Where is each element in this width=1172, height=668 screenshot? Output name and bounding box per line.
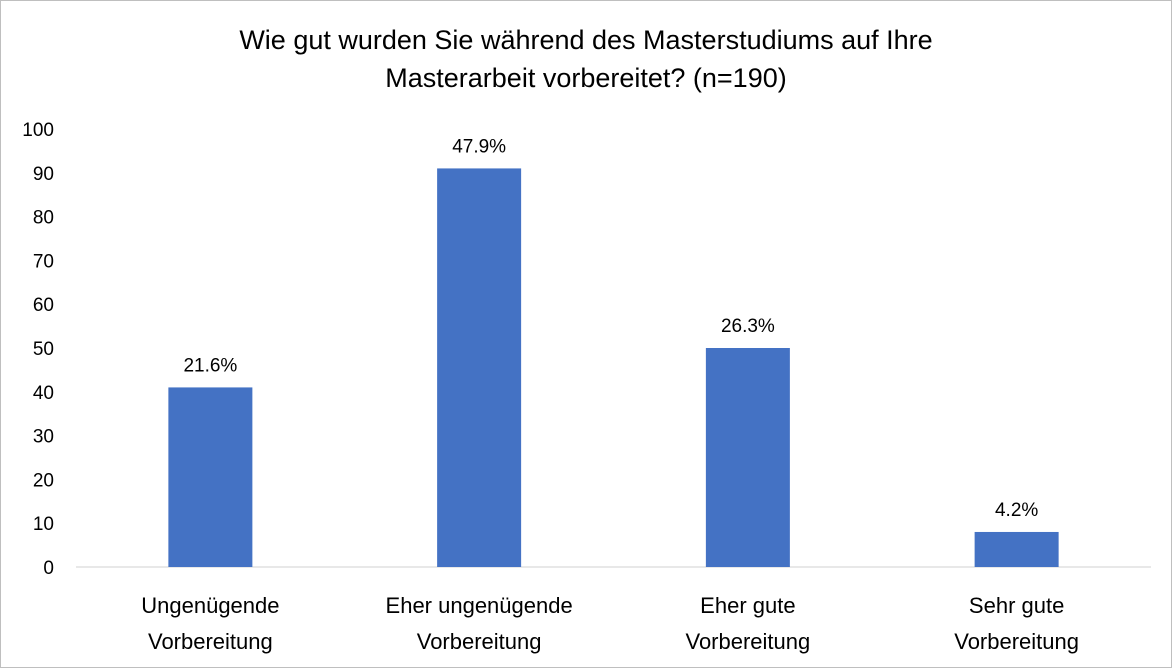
y-tick-label-50: 50 <box>33 339 54 360</box>
chart-title-line-2: Masterarbeit vorbereitet? (n=190) <box>385 63 787 93</box>
category-label-0-line-1: Vorbereitung <box>148 629 273 654</box>
data-label-2: 26.3% <box>721 316 775 337</box>
category-label-2-line-0: Eher gute <box>700 593 795 618</box>
y-tick-label-70: 70 <box>33 251 54 272</box>
chart-title-line-1: Wie gut wurden Sie während des Masterstu… <box>239 25 933 55</box>
y-tick-label-20: 20 <box>33 470 54 491</box>
bar-3 <box>974 531 1059 567</box>
y-tick-label-0: 0 <box>43 558 54 579</box>
bar-2 <box>705 348 790 567</box>
bar-1 <box>437 168 522 568</box>
y-tick-label-90: 90 <box>33 164 54 185</box>
y-tick-label-100: 100 <box>22 120 54 141</box>
category-label-3-line-0: Sehr gute <box>969 593 1064 618</box>
data-label-3: 4.2% <box>995 500 1038 521</box>
category-label-1-line-1: Vorbereitung <box>417 629 542 654</box>
y-tick-label-30: 30 <box>33 427 54 448</box>
category-label-2-line-1: Vorbereitung <box>685 629 810 654</box>
y-tick-label-40: 40 <box>33 383 54 404</box>
y-tick-label-10: 10 <box>33 514 54 535</box>
category-label-1-line-0: Eher ungenügende <box>386 593 573 618</box>
data-label-1: 47.9% <box>452 136 506 157</box>
category-label-0-line-0: Ungenügende <box>141 593 279 618</box>
category-label-3-line-1: Vorbereitung <box>954 629 1079 654</box>
y-tick-label-80: 80 <box>33 208 54 229</box>
data-label-0: 21.6% <box>183 355 237 376</box>
bar-0 <box>168 387 253 567</box>
y-tick-label-60: 60 <box>33 295 54 316</box>
